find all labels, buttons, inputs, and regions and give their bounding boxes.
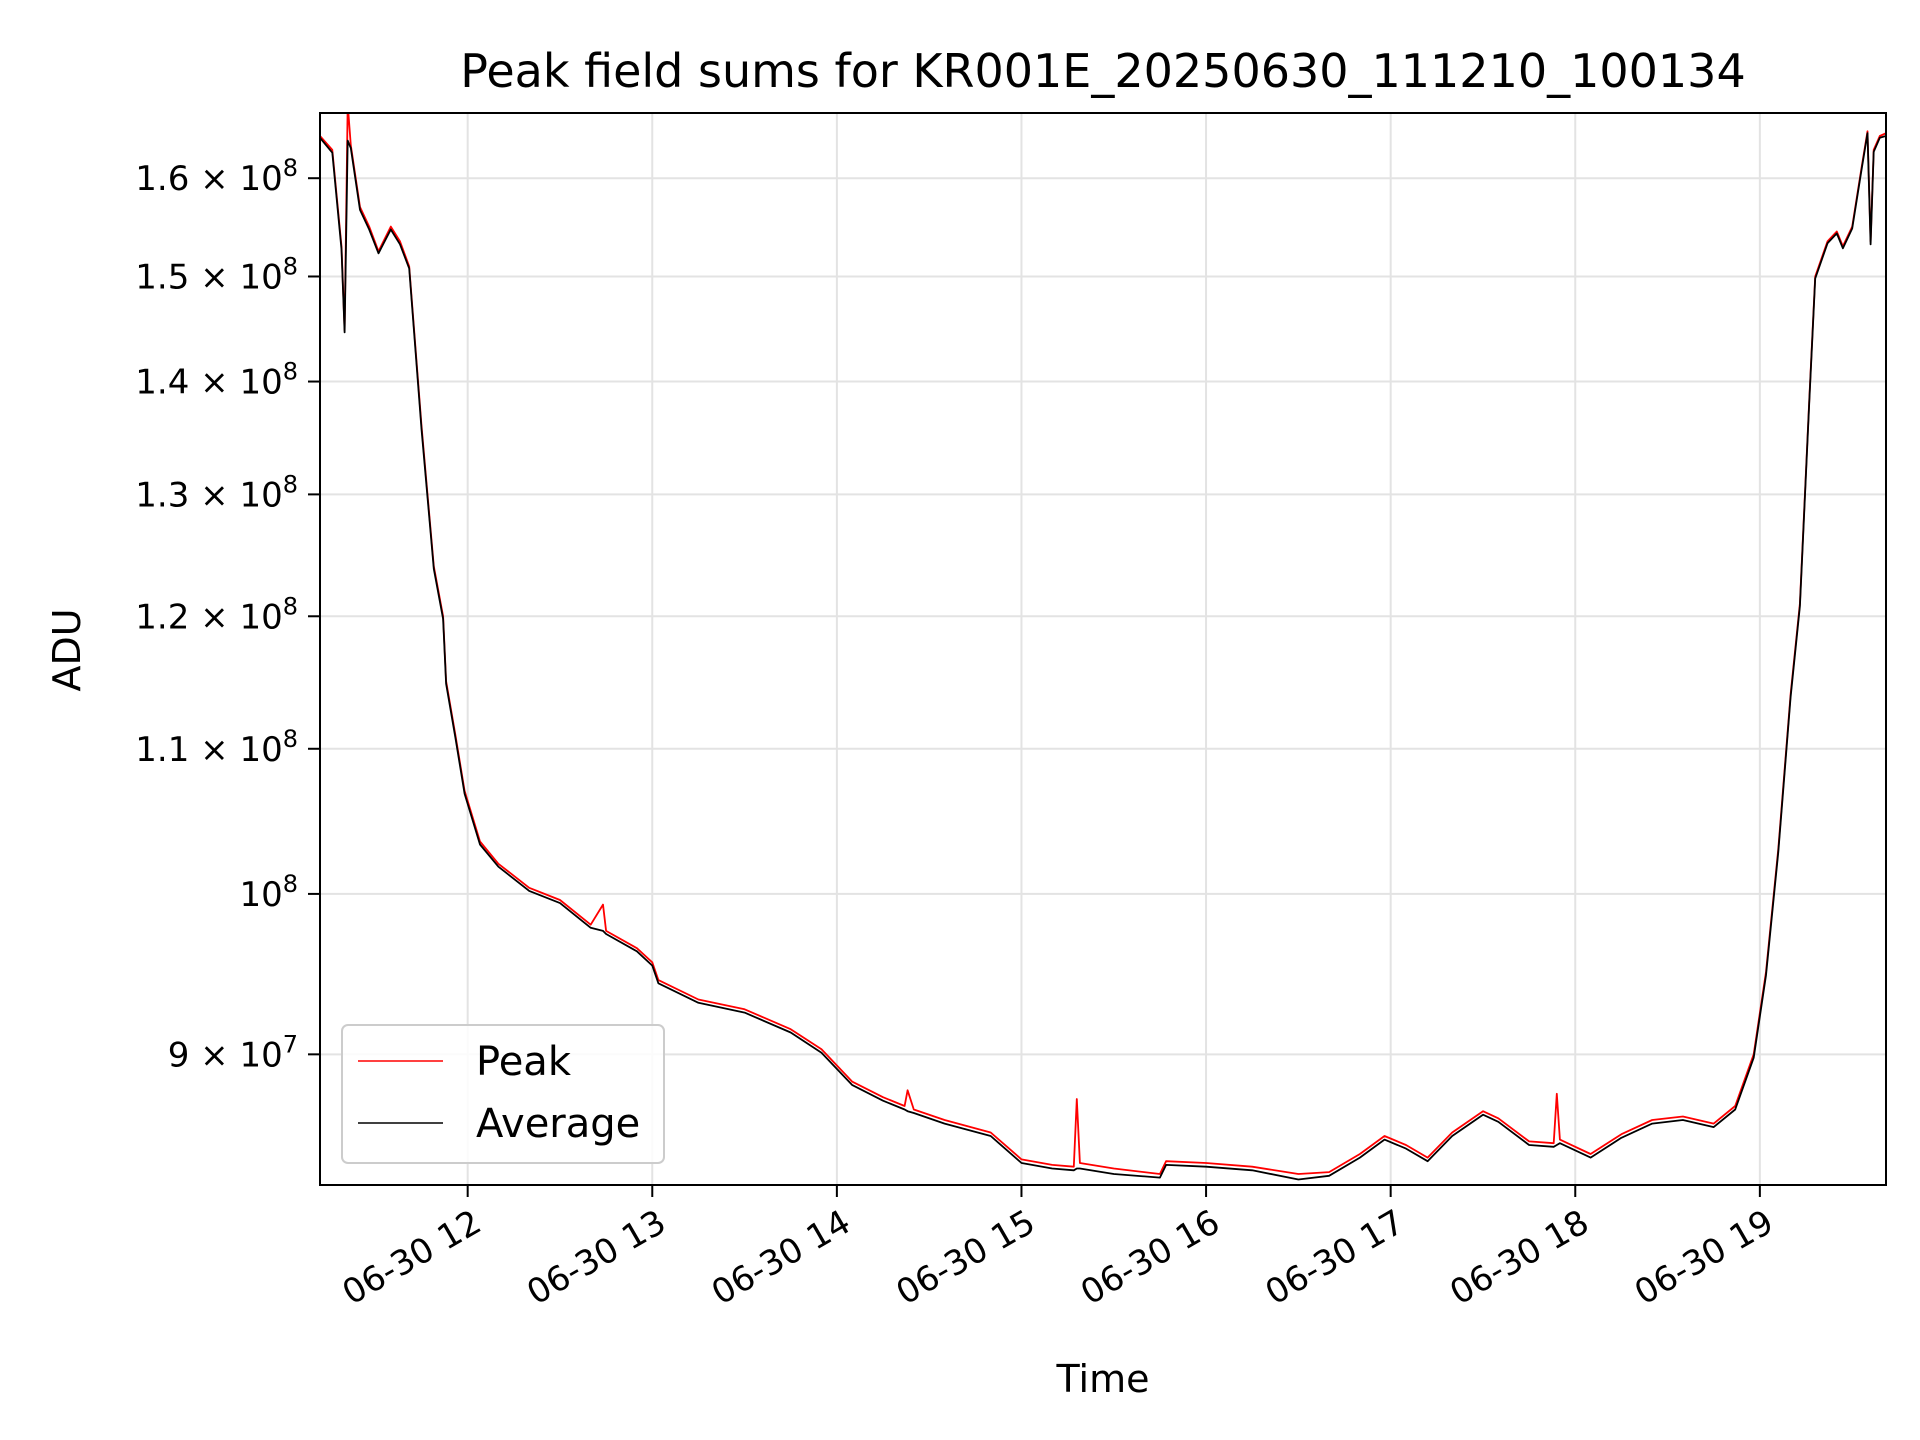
series-layer: [320, 113, 1886, 1181]
legend-label-average: Average: [476, 1101, 640, 1147]
legend-frame: [341, 1024, 665, 1164]
y-tick-label: 1.1 × 108: [135, 725, 298, 770]
chart-title: Peak field sums for KR001E_20250630_1112…: [460, 44, 1745, 98]
y-axis: 9 × 107 108 1.1 × 108 1.2 × 108 1.3 × 108 1.4…: [135, 154, 320, 1075]
legend-label-peak: Peak: [476, 1039, 572, 1085]
grid-lines: [320, 113, 1886, 1185]
y-tick-label: 9 × 107: [168, 1030, 298, 1075]
y-tick-label: 1.3 × 108: [135, 470, 298, 515]
legend: Peak Average: [341, 1024, 665, 1164]
x-axis-title: Time: [1056, 1357, 1150, 1401]
y-tick-label: 108: [239, 870, 298, 915]
y-tick-label: 1.4 × 108: [135, 358, 298, 403]
y-axis-title: ADU: [45, 608, 89, 691]
y-tick-label: 1.2 × 108: [135, 592, 298, 637]
y-tick-label: 1.5 × 108: [135, 252, 298, 297]
plot-frame: [319, 112, 1887, 1186]
y-tick-label: 1.6 × 108: [135, 154, 298, 199]
series-line-average: [320, 132, 1886, 1181]
